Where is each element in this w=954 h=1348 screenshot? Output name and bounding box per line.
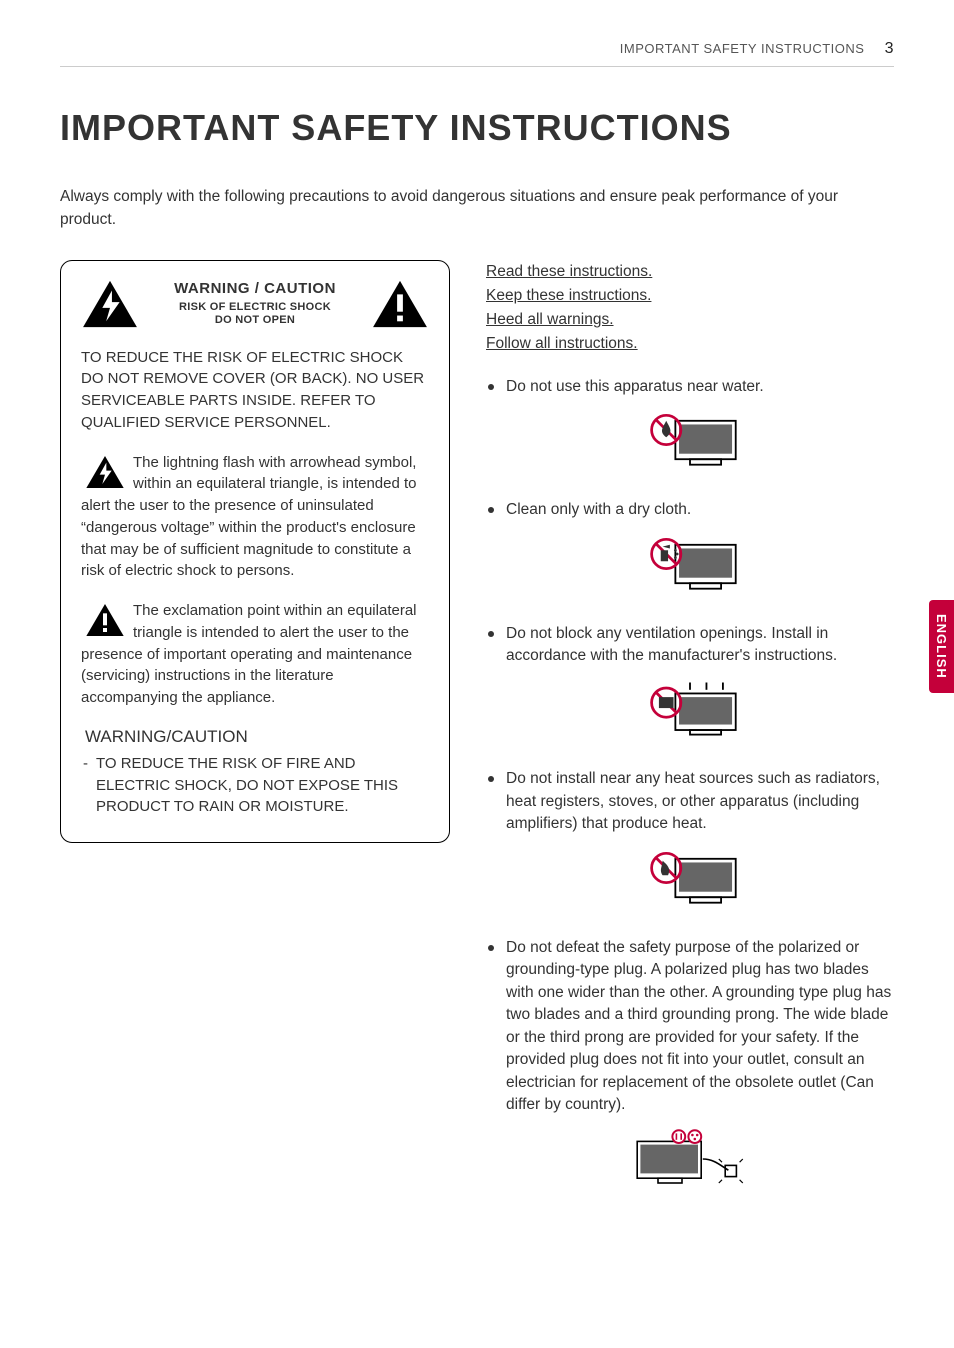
language-tab: ENGLISH (929, 600, 954, 693)
bullet-dot-icon (488, 507, 494, 513)
lightning-triangle-small-icon (85, 454, 125, 490)
intro-paragraph: Always comply with the following precaut… (60, 185, 894, 232)
bullet-dot-icon (488, 631, 494, 637)
exclamation-explanation: The exclamation point within an equilate… (81, 600, 429, 709)
exclamation-triangle-icon (371, 279, 429, 329)
no-water-illustration (486, 408, 894, 477)
no-block-vent-illustration (486, 677, 894, 746)
underlined-item: Heed all warnings. (486, 308, 894, 332)
bullet-text: Do not use this apparatus near water. (506, 376, 894, 398)
page-title: IMPORTANT SAFETY INSTRUCTIONS (60, 107, 894, 149)
exclamation-triangle-small-icon (85, 602, 125, 638)
bullet-item: Do not install near any heat sources suc… (486, 768, 894, 835)
bullet-text: Do not defeat the safety purpose of the … (506, 937, 894, 1117)
bullet-text: Do not install near any heat sources suc… (506, 768, 894, 835)
lightning-explanation: The lightning flash with arrowhead symbo… (81, 452, 429, 583)
underlined-item: Keep these instructions. (486, 284, 894, 308)
warning-dash-item: - TO REDUCE THE RISK OF FIRE AND ELECTRI… (81, 753, 429, 818)
underlined-item: Follow all instructions. (486, 332, 894, 356)
warning-caution-box: WARNING / CAUTION RISK OF ELECTRIC SHOCK… (60, 260, 450, 844)
bullet-text: Clean only with a dry cloth. (506, 499, 894, 521)
page-number: 3 (885, 40, 894, 58)
underlined-item: Read these instructions. (486, 260, 894, 284)
no-heat-illustration (486, 846, 894, 915)
bullet-dot-icon (488, 945, 494, 951)
warning-main-paragraph: TO REDUCE THE RISK OF ELECTRIC SHOCK DO … (81, 347, 429, 434)
underlined-instructions: Read these instructions. Keep these inst… (486, 260, 894, 356)
warning-banner: WARNING / CAUTION RISK OF ELECTRIC SHOCK… (81, 279, 429, 329)
bullet-item: Do not use this apparatus near water. (486, 376, 894, 398)
banner-title: WARNING / CAUTION (147, 280, 363, 297)
bullet-item: Do not defeat the safety purpose of the … (486, 937, 894, 1117)
exclamation-explanation-text: The exclamation point within an equilate… (81, 602, 417, 706)
bullet-dot-icon (488, 384, 494, 390)
banner-sub1: RISK OF ELECTRIC SHOCK (147, 301, 363, 314)
banner-sub2: DO NOT OPEN (147, 314, 363, 327)
lightning-triangle-icon (81, 279, 139, 329)
lightning-explanation-text: The lightning flash with arrowhead symbo… (81, 454, 417, 580)
warning-subheading: WARNING/CAUTION (85, 727, 429, 747)
no-spray-illustration (486, 532, 894, 601)
warning-dash-text: TO REDUCE THE RISK OF FIRE AND ELECTRIC … (96, 753, 429, 818)
plug-illustration (486, 1127, 894, 1196)
bullet-dot-icon (488, 776, 494, 782)
bullet-item: Do not block any ventilation openings. I… (486, 623, 894, 668)
dash-bullet: - (83, 753, 88, 818)
bullet-item: Clean only with a dry cloth. (486, 499, 894, 521)
running-head-text: IMPORTANT SAFETY INSTRUCTIONS (620, 41, 865, 56)
running-header: IMPORTANT SAFETY INSTRUCTIONS 3 (60, 40, 894, 67)
bullet-text: Do not block any ventilation openings. I… (506, 623, 894, 668)
